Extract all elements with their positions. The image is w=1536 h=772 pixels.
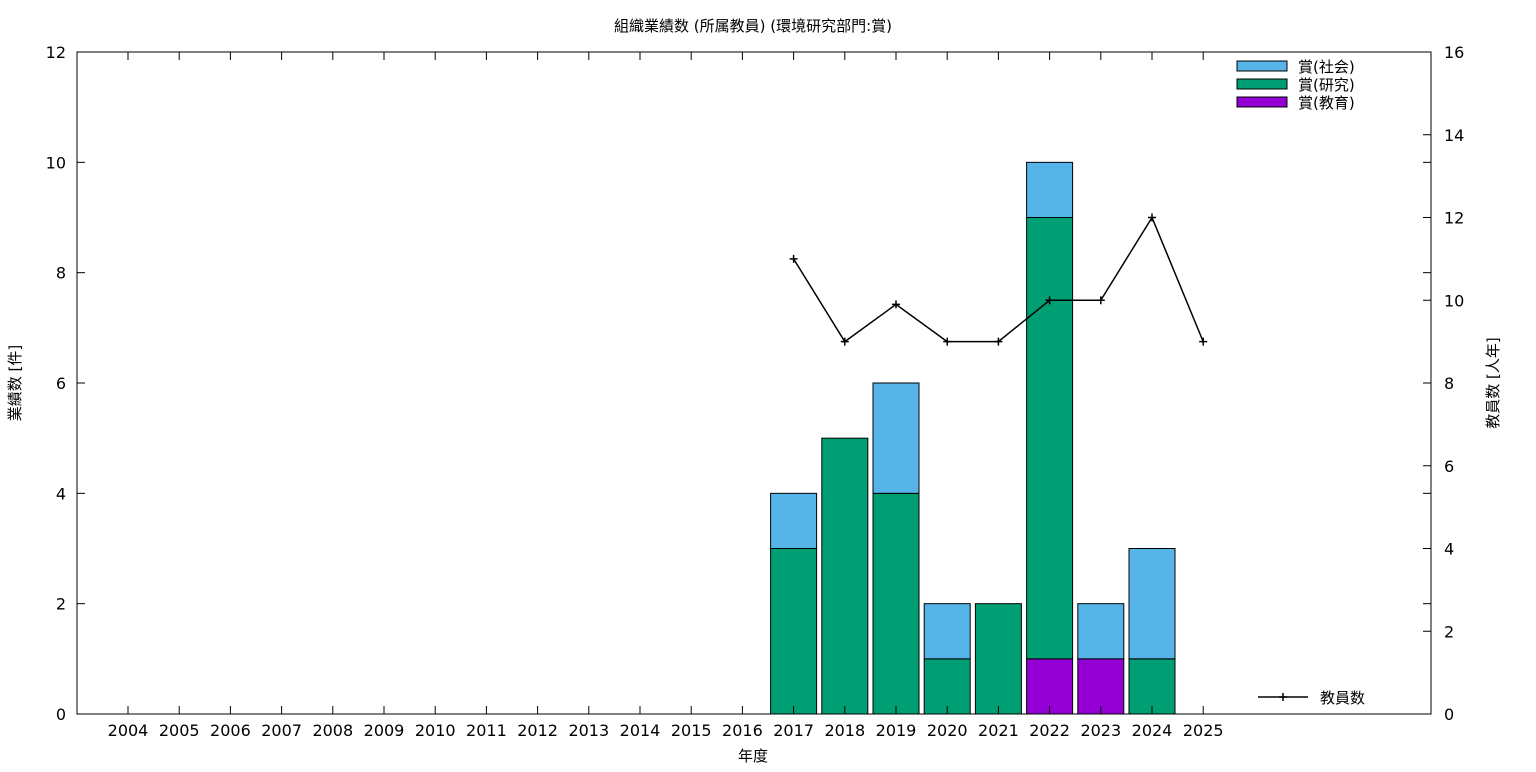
bar-2022-series-2 [1026, 161, 1074, 218]
y2-tick-label: 8 [1444, 374, 1454, 393]
y2-tick-label: 12 [1444, 209, 1464, 228]
bar-2018-series-1 [821, 437, 869, 715]
x-tick-label: 2016 [722, 721, 763, 740]
y2-tick-label: 6 [1444, 457, 1454, 476]
y2-tick-label: 14 [1444, 126, 1464, 145]
y-axis-label: 業績数 [件] [6, 345, 24, 421]
x-tick-label: 2022 [1029, 721, 1070, 740]
x-tick-label: 2019 [876, 721, 917, 740]
y-tick-label: 12 [46, 43, 66, 62]
y-tick-label: 10 [46, 153, 66, 172]
bar-2019-series-2 [872, 382, 920, 494]
bar-2024-series-2 [1128, 548, 1176, 660]
x-tick-label: 2021 [978, 721, 1019, 740]
legend-swatch-0 [1236, 60, 1288, 72]
bar-2024-series-1 [1128, 658, 1176, 715]
x-axis-label: 年度 [738, 747, 768, 765]
y-tick-label: 2 [56, 595, 66, 614]
plot-frame [76, 51, 1432, 715]
x-tick-label: 2018 [824, 721, 865, 740]
legend-label: 賞(研究) [1298, 76, 1355, 94]
legend-label-line: 教員数 [1320, 689, 1365, 707]
x-tick-label: 2013 [568, 721, 609, 740]
chart-title: 組織業績数 (所属教員) (環境研究部門:賞) [614, 17, 892, 35]
line-point-2021 [994, 337, 1003, 346]
line-point-2019 [892, 300, 900, 309]
bar-2022-series-1 [1026, 217, 1074, 660]
legend: 賞(社会)賞(研究)賞(教育) 教員数 [1236, 58, 1365, 707]
x-tick-label: 2015 [671, 721, 712, 740]
y-tick-label: 6 [56, 374, 66, 393]
x-tick-label: 2010 [415, 721, 456, 740]
x-tick-label: 2014 [620, 721, 661, 740]
line-point-2017 [789, 254, 798, 263]
y2-tick-label: 2 [1444, 622, 1454, 641]
plot-area [770, 161, 1208, 715]
bar-2019-series-1 [872, 492, 920, 715]
x-tick-label: 2004 [108, 721, 149, 740]
bar-2023-series-0 [1077, 658, 1125, 715]
bar-2017-series-2 [770, 492, 818, 550]
x-tick-label: 2011 [466, 721, 507, 740]
line-point-2018 [840, 337, 849, 346]
line-point-2020 [943, 337, 952, 346]
bar-2020-series-2 [923, 603, 971, 660]
line-point-2024 [1148, 213, 1156, 222]
y2-tick-label: 16 [1444, 43, 1464, 62]
x-tick-label: 2024 [1132, 721, 1173, 740]
bar-2020-series-1 [923, 658, 971, 715]
legend-swatch-2 [1236, 96, 1288, 108]
y2-tick-label: 0 [1444, 705, 1454, 724]
line-teacher-count [792, 215, 1204, 343]
line-point-2022 [1045, 296, 1054, 305]
x-tick-label: 2005 [159, 721, 200, 740]
legend-label: 賞(社会) [1298, 58, 1355, 76]
x-tick-label: 2020 [927, 721, 968, 740]
x-tick-label: 2008 [312, 721, 353, 740]
bar-2023-series-2 [1077, 603, 1125, 660]
x-tick-label: 2009 [364, 721, 405, 740]
line-point-2023 [1096, 296, 1105, 305]
x-tick-label: 2012 [517, 721, 558, 740]
y2-tick-label: 4 [1444, 540, 1454, 559]
y-tick-label: 8 [56, 264, 66, 283]
x-tick-label: 2025 [1183, 721, 1224, 740]
x-tick-label: 2023 [1080, 721, 1121, 740]
axes: 0 2 4 6 8 10 12 0 2 4 6 8 10 12 14 16 2004 2005 2006 2007 20… [46, 43, 1465, 740]
bar-2021-series-1 [974, 603, 1022, 715]
line-point-2025 [1199, 337, 1208, 346]
bar-2017-series-1 [770, 548, 818, 715]
x-tick-label: 2017 [773, 721, 814, 740]
y2-tick-label: 10 [1444, 291, 1464, 310]
legend-label: 賞(教育) [1298, 94, 1355, 112]
legend-swatch-1 [1236, 78, 1288, 90]
bar-2022-series-0 [1026, 658, 1074, 715]
x-tick-label: 2006 [210, 721, 251, 740]
y-tick-label: 0 [56, 705, 66, 724]
x-tick-label: 2007 [261, 721, 302, 740]
y2-axis-label: 教員数 [人年] [1484, 337, 1502, 428]
y-tick-label: 4 [56, 484, 66, 503]
legend-line-marker [1279, 693, 1287, 701]
